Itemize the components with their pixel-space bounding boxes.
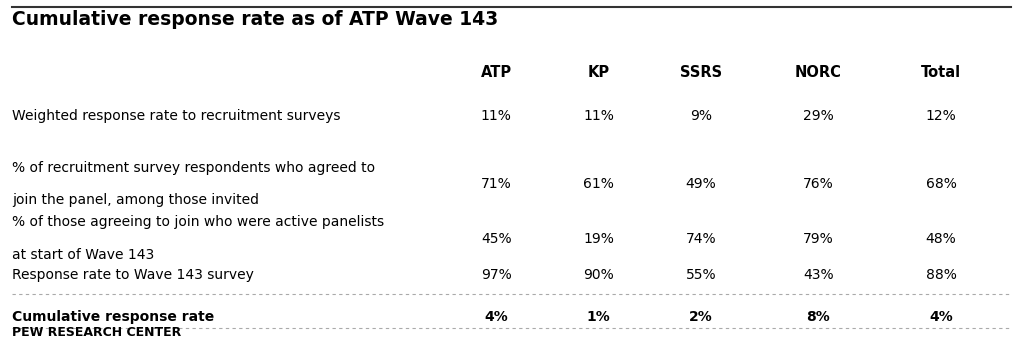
Text: 88%: 88% [926,268,957,282]
Text: 76%: 76% [803,177,834,191]
Text: Cumulative response rate as of ATP Wave 143: Cumulative response rate as of ATP Wave … [12,10,498,29]
Text: 61%: 61% [583,177,614,191]
Text: 43%: 43% [803,268,834,282]
Text: PEW RESEARCH CENTER: PEW RESEARCH CENTER [12,326,181,339]
Text: 90%: 90% [583,268,614,282]
Text: 11%: 11% [583,109,614,123]
Text: 55%: 55% [685,268,716,282]
Text: 97%: 97% [481,268,512,282]
Text: 29%: 29% [803,109,834,123]
Text: Cumulative response rate: Cumulative response rate [12,310,215,324]
Text: 12%: 12% [926,109,957,123]
Text: 45%: 45% [481,232,512,246]
Text: KP: KP [587,65,610,80]
Text: 71%: 71% [481,177,512,191]
Text: NORC: NORC [795,65,842,80]
Text: Response rate to Wave 143 survey: Response rate to Wave 143 survey [12,268,254,282]
Text: 49%: 49% [685,177,716,191]
Text: 74%: 74% [685,232,716,246]
Text: 19%: 19% [583,232,614,246]
Text: 4%: 4% [484,310,508,324]
Text: ATP: ATP [481,65,512,80]
Text: SSRS: SSRS [679,65,722,80]
Text: at start of Wave 143: at start of Wave 143 [12,248,154,262]
Text: 1%: 1% [586,310,611,324]
Text: % of those agreeing to join who were active panelists: % of those agreeing to join who were act… [12,215,385,229]
Text: 9%: 9% [690,109,712,123]
Text: 2%: 2% [688,310,713,324]
Text: 8%: 8% [806,310,831,324]
Text: Total: Total [921,65,962,80]
Text: % of recruitment survey respondents who agreed to: % of recruitment survey respondents who … [12,161,375,175]
Text: 11%: 11% [481,109,512,123]
Text: 48%: 48% [926,232,957,246]
Text: Weighted response rate to recruitment surveys: Weighted response rate to recruitment su… [12,109,341,123]
Text: 4%: 4% [929,310,953,324]
Text: 68%: 68% [926,177,957,191]
Text: join the panel, among those invited: join the panel, among those invited [12,193,259,207]
Text: 79%: 79% [803,232,834,246]
